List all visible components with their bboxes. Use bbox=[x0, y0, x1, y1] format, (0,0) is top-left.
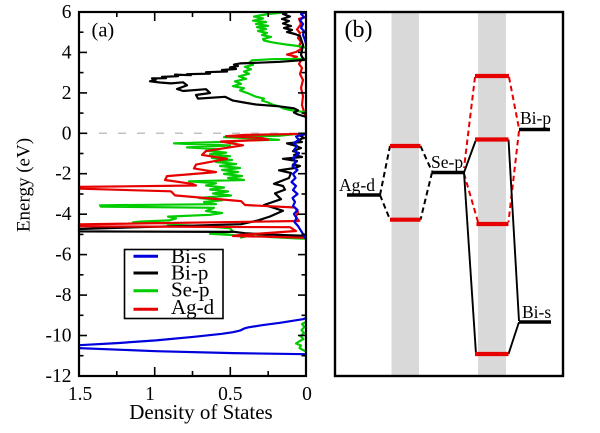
svg-text:-8: -8 bbox=[55, 285, 71, 306]
svg-text:Ag-d: Ag-d bbox=[171, 295, 215, 319]
svg-text:-6: -6 bbox=[55, 245, 71, 266]
svg-text:Se-p: Se-p bbox=[431, 152, 463, 172]
svg-text:Ag-d: Ag-d bbox=[339, 175, 375, 195]
svg-text:Energy (eV): Energy (eV) bbox=[14, 138, 35, 232]
svg-text:4: 4 bbox=[62, 42, 72, 63]
svg-text:-12: -12 bbox=[46, 366, 72, 387]
svg-text:0: 0 bbox=[302, 384, 312, 405]
svg-text:Bi-p: Bi-p bbox=[520, 108, 551, 128]
svg-text:6: 6 bbox=[62, 2, 72, 23]
svg-text:Se-p: Se-p bbox=[171, 278, 210, 302]
svg-text:-4: -4 bbox=[55, 204, 71, 225]
svg-text:(b): (b) bbox=[345, 17, 373, 43]
svg-text:Bi-s: Bi-s bbox=[522, 302, 551, 322]
svg-text:-2: -2 bbox=[55, 164, 71, 185]
svg-text:Bi-s: Bi-s bbox=[171, 244, 206, 268]
svg-text:2: 2 bbox=[62, 83, 72, 104]
svg-text:1.5: 1.5 bbox=[68, 384, 92, 405]
svg-text:0.5: 0.5 bbox=[218, 384, 242, 405]
svg-text:1: 1 bbox=[145, 384, 155, 405]
svg-text:0: 0 bbox=[62, 123, 72, 144]
svg-text:-10: -10 bbox=[46, 326, 72, 347]
svg-text:Bi-p: Bi-p bbox=[171, 261, 208, 285]
svg-text:(a): (a) bbox=[92, 20, 115, 42]
svg-text:Density of States: Density of States bbox=[129, 400, 272, 424]
